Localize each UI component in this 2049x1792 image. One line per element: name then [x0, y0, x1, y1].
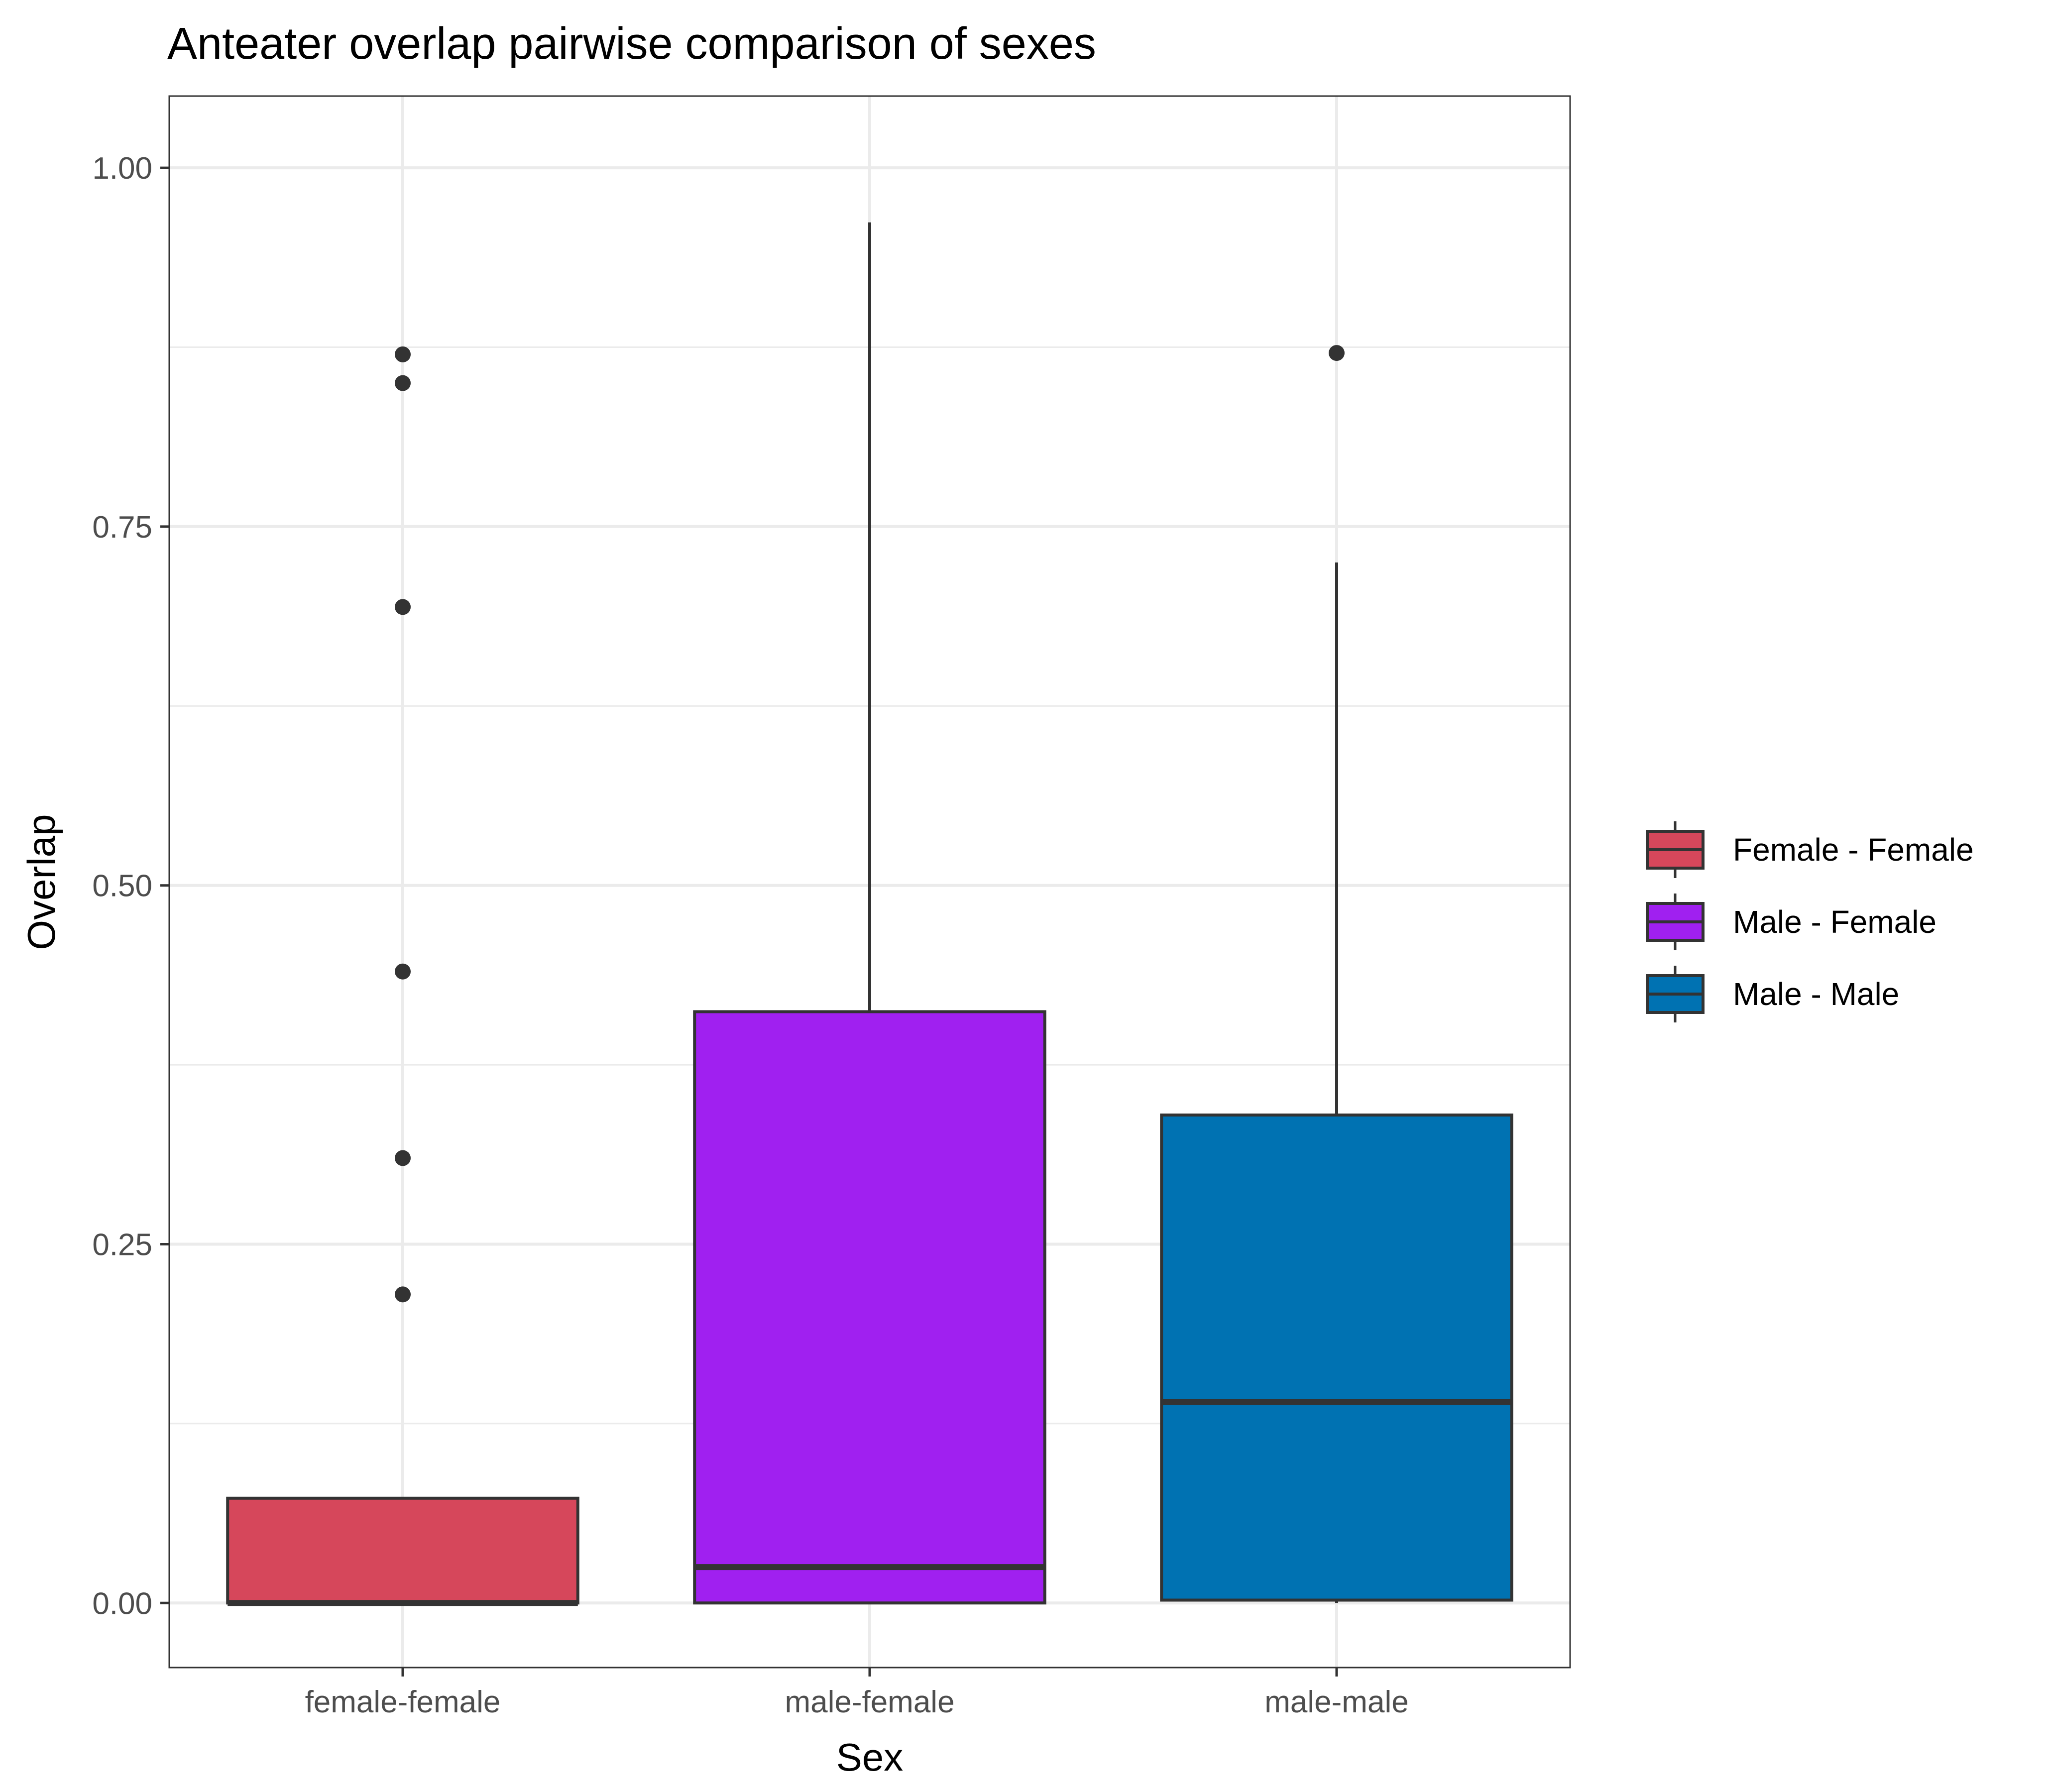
x-tick-label: female-female: [305, 1685, 501, 1719]
outlier-point: [395, 375, 411, 391]
outlier-point: [395, 1150, 411, 1166]
boxplots: [226, 222, 1513, 1606]
chart-title: Anteater overlap pairwise comparison of …: [167, 19, 1096, 69]
y-axis-label: Overlap: [19, 814, 63, 950]
outlier-point: [395, 963, 411, 980]
legend-item-male-female: Male - Female: [1646, 894, 1936, 950]
legend-label: Male - Female: [1733, 904, 1936, 940]
box-body: [1160, 1114, 1513, 1602]
outlier-point: [395, 346, 411, 362]
x-tick-label: male-female: [785, 1685, 954, 1719]
outlier-point: [1329, 345, 1345, 361]
outlier-point: [395, 599, 411, 615]
y-axis: 0.00 0.25 0.50 0.75 1.00: [92, 151, 169, 1621]
x-axis: female-female male-female male-male: [305, 1668, 1409, 1719]
y-tick-label: 0.50: [92, 869, 152, 903]
legend-label: Female - Female: [1733, 832, 1974, 868]
legend-label: Male - Male: [1733, 976, 1899, 1012]
box-body: [226, 1496, 579, 1605]
box-male-male: [1160, 345, 1513, 1603]
y-tick-label: 1.00: [92, 151, 152, 186]
box-body: [693, 1010, 1046, 1605]
legend-item-female-female: Female - Female: [1646, 821, 1974, 878]
box-female-female: [226, 346, 579, 1606]
x-axis-label: Sex: [836, 1735, 903, 1779]
y-tick-label: 0.25: [92, 1228, 152, 1262]
outlier-point: [395, 1286, 411, 1303]
y-tick-label: 0.00: [92, 1586, 152, 1621]
box-male-female: [693, 222, 1046, 1605]
legend: Female - Female Male - Female Male - Male: [1646, 821, 1974, 1022]
y-tick-label: 0.75: [92, 510, 152, 545]
legend-item-male-male: Male - Male: [1646, 966, 1899, 1022]
x-tick-label: male-male: [1264, 1685, 1408, 1719]
